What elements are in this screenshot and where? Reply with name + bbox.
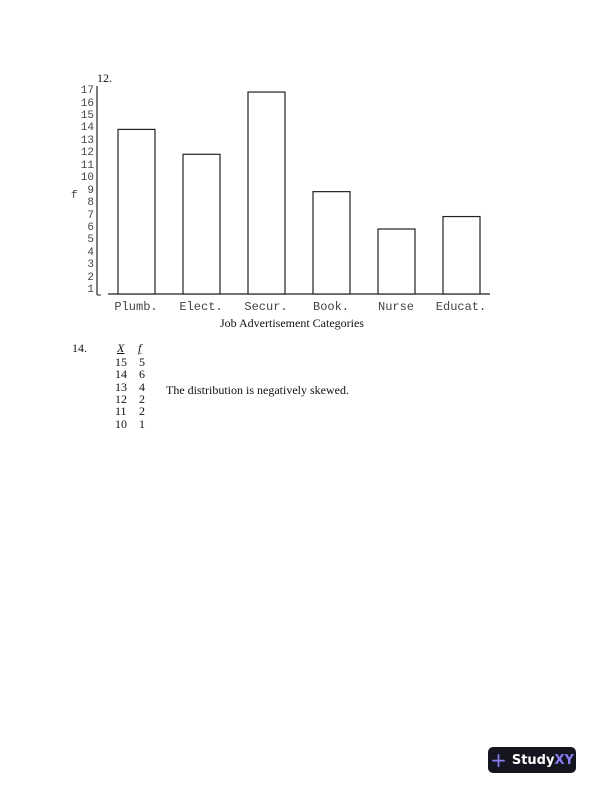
bar-nurse (377, 228, 416, 295)
bar-secur (247, 91, 286, 295)
y-tick-label: 6 (87, 222, 94, 234)
x-value: 11 (115, 404, 127, 419)
y-tick-label: 13 (80, 134, 94, 147)
x-tick-label: Educat. (435, 300, 487, 314)
y-tick-label: 14 (80, 122, 94, 135)
y-axis-label: f (71, 190, 78, 202)
y-tick-label: 2 (87, 271, 94, 284)
header-x: X (117, 341, 125, 355)
y-tick-label: 8 (87, 197, 94, 210)
y-tick-label: 16 (80, 97, 94, 110)
y-tick-label: 15 (80, 109, 94, 122)
y-tick-label: 5 (87, 234, 94, 247)
y-tick-label: 1 (87, 284, 94, 297)
y-tick-label: 9 (87, 184, 94, 197)
x-value: 13 (115, 379, 127, 394)
y-tick-label: 3 (87, 259, 94, 272)
x-value: 12 (115, 391, 127, 406)
x-tick-label: Book. (312, 300, 350, 314)
y-tick-label: 4 (87, 246, 94, 259)
y-tick-label: 11 (80, 159, 94, 172)
f-value: 2 (139, 404, 145, 419)
f-value: 5 (139, 355, 145, 369)
y-tick-label: 17 (80, 85, 94, 98)
x-tick-label: Plumb. (114, 300, 158, 314)
x-tick-label: Elect. (179, 300, 223, 314)
y-tick-label: 7 (87, 209, 94, 222)
f-value: 2 (139, 391, 145, 406)
bar-chart (96, 86, 490, 296)
x-value: 10 (115, 416, 127, 431)
problem-12-number: 12. (97, 71, 112, 85)
f-value: 4 (139, 379, 145, 394)
x-tick-label: Secur. (244, 300, 288, 314)
f-value: 1 (139, 416, 145, 431)
header-f: f (138, 341, 142, 355)
x-tick-label: Nurse (377, 300, 415, 314)
skew-note: The distribution is negatively skewed. (166, 383, 349, 397)
problem-14-number: 14. (72, 341, 87, 355)
logo-text-accent: XY (554, 752, 574, 768)
bar-elect (182, 153, 221, 295)
logo-text: Study (511, 752, 555, 768)
bar-educat (442, 215, 481, 295)
plus-icon: + (490, 748, 507, 772)
y-tick-label: 12 (80, 147, 94, 160)
studyxy-logo: + Study XY (488, 747, 576, 773)
x-value: 15 (115, 355, 127, 369)
f-value: 6 (139, 367, 145, 382)
y-tick-label: 10 (80, 172, 94, 185)
x-value: 14 (115, 367, 127, 382)
bar-plumb (117, 128, 156, 295)
x-axis-label: Job Advertisement Categories (220, 316, 364, 330)
bar-book (312, 191, 351, 295)
